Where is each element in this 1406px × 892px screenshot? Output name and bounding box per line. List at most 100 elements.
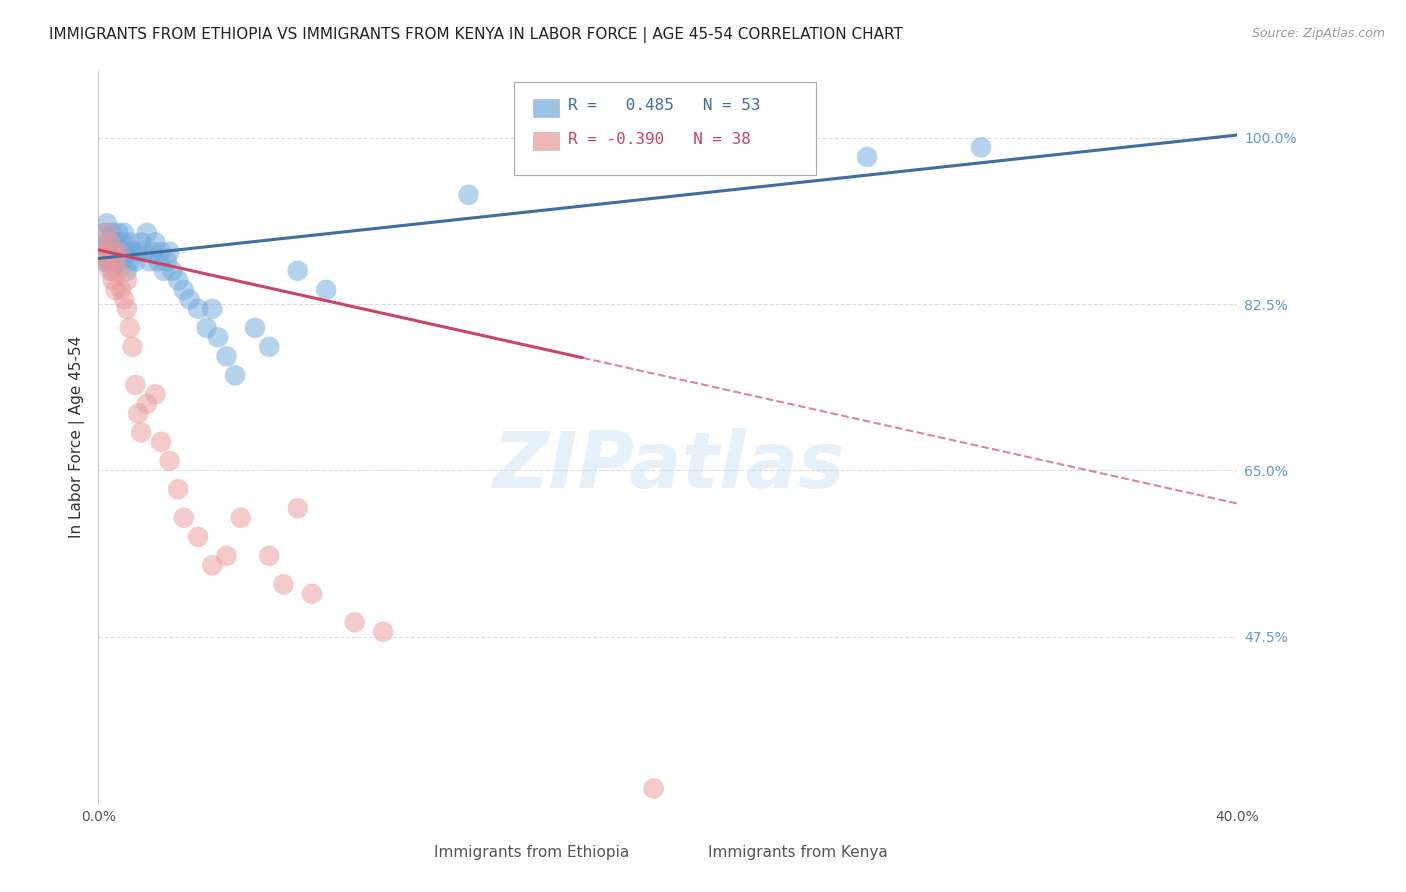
- Point: [201, 558, 224, 573]
- Point: [148, 254, 170, 268]
- Text: ZIPatlas: ZIPatlas: [492, 428, 844, 504]
- Point: [101, 264, 124, 278]
- Point: [457, 187, 479, 202]
- Point: [259, 549, 281, 563]
- Point: [93, 254, 115, 268]
- FancyBboxPatch shape: [401, 839, 425, 858]
- Point: [201, 301, 224, 316]
- Point: [118, 321, 141, 335]
- Text: R = -0.390   N = 38: R = -0.390 N = 38: [568, 132, 751, 147]
- Point: [129, 235, 152, 250]
- Point: [107, 244, 129, 259]
- Point: [207, 330, 229, 344]
- Point: [101, 273, 124, 287]
- Point: [287, 264, 309, 278]
- Point: [96, 235, 118, 250]
- Point: [112, 226, 135, 240]
- Point: [287, 501, 309, 516]
- Point: [179, 293, 201, 307]
- Point: [101, 244, 124, 259]
- Point: [93, 226, 115, 240]
- Point: [96, 226, 118, 240]
- Point: [107, 226, 129, 240]
- Point: [110, 254, 132, 268]
- FancyBboxPatch shape: [533, 99, 558, 118]
- Point: [145, 387, 167, 401]
- Point: [96, 254, 118, 268]
- Point: [224, 368, 246, 383]
- Point: [129, 425, 152, 440]
- Point: [115, 273, 138, 287]
- Point: [107, 244, 129, 259]
- Point: [135, 226, 157, 240]
- Point: [159, 244, 181, 259]
- Point: [643, 781, 665, 796]
- Point: [115, 301, 138, 316]
- Point: [153, 264, 176, 278]
- Point: [970, 140, 993, 154]
- Point: [90, 244, 112, 259]
- Point: [121, 340, 143, 354]
- Point: [107, 264, 129, 278]
- Point: [101, 226, 124, 240]
- Point: [112, 293, 135, 307]
- Text: Immigrants from Ethiopia: Immigrants from Ethiopia: [434, 846, 630, 860]
- Point: [162, 264, 184, 278]
- Point: [110, 283, 132, 297]
- Point: [127, 244, 149, 259]
- Point: [118, 254, 141, 268]
- Point: [195, 321, 218, 335]
- Point: [96, 216, 118, 230]
- Y-axis label: In Labor Force | Age 45-54: In Labor Force | Age 45-54: [69, 336, 84, 538]
- Point: [121, 244, 143, 259]
- Point: [229, 511, 252, 525]
- Point: [315, 283, 337, 297]
- Point: [98, 235, 121, 250]
- Text: Immigrants from Kenya: Immigrants from Kenya: [707, 846, 887, 860]
- Point: [187, 530, 209, 544]
- Point: [167, 273, 190, 287]
- Point: [115, 244, 138, 259]
- Point: [273, 577, 295, 591]
- Point: [115, 264, 138, 278]
- Point: [156, 254, 179, 268]
- Point: [104, 283, 127, 297]
- Text: IMMIGRANTS FROM ETHIOPIA VS IMMIGRANTS FROM KENYA IN LABOR FORCE | AGE 45-54 COR: IMMIGRANTS FROM ETHIOPIA VS IMMIGRANTS F…: [49, 27, 903, 43]
- Point: [150, 244, 173, 259]
- Point: [141, 244, 163, 259]
- Point: [132, 244, 155, 259]
- Point: [101, 244, 124, 259]
- FancyBboxPatch shape: [515, 81, 815, 175]
- Point: [124, 377, 146, 392]
- Point: [167, 483, 190, 497]
- Point: [104, 254, 127, 268]
- Point: [150, 434, 173, 449]
- Point: [145, 235, 167, 250]
- Point: [301, 587, 323, 601]
- Point: [98, 235, 121, 250]
- Point: [135, 397, 157, 411]
- Point: [90, 250, 112, 264]
- Point: [138, 254, 160, 268]
- Point: [98, 264, 121, 278]
- Point: [118, 235, 141, 250]
- Point: [127, 406, 149, 420]
- Point: [110, 235, 132, 250]
- Point: [98, 254, 121, 268]
- FancyBboxPatch shape: [533, 132, 558, 151]
- Point: [343, 615, 366, 630]
- Point: [104, 254, 127, 268]
- FancyBboxPatch shape: [673, 839, 699, 858]
- Point: [856, 150, 879, 164]
- Point: [187, 301, 209, 316]
- Text: R =   0.485   N = 53: R = 0.485 N = 53: [568, 98, 761, 113]
- Point: [159, 454, 181, 468]
- Point: [104, 235, 127, 250]
- Point: [215, 349, 238, 363]
- Point: [173, 283, 195, 297]
- Point: [112, 244, 135, 259]
- Point: [243, 321, 266, 335]
- Text: Source: ZipAtlas.com: Source: ZipAtlas.com: [1251, 27, 1385, 40]
- Point: [215, 549, 238, 563]
- Point: [93, 244, 115, 259]
